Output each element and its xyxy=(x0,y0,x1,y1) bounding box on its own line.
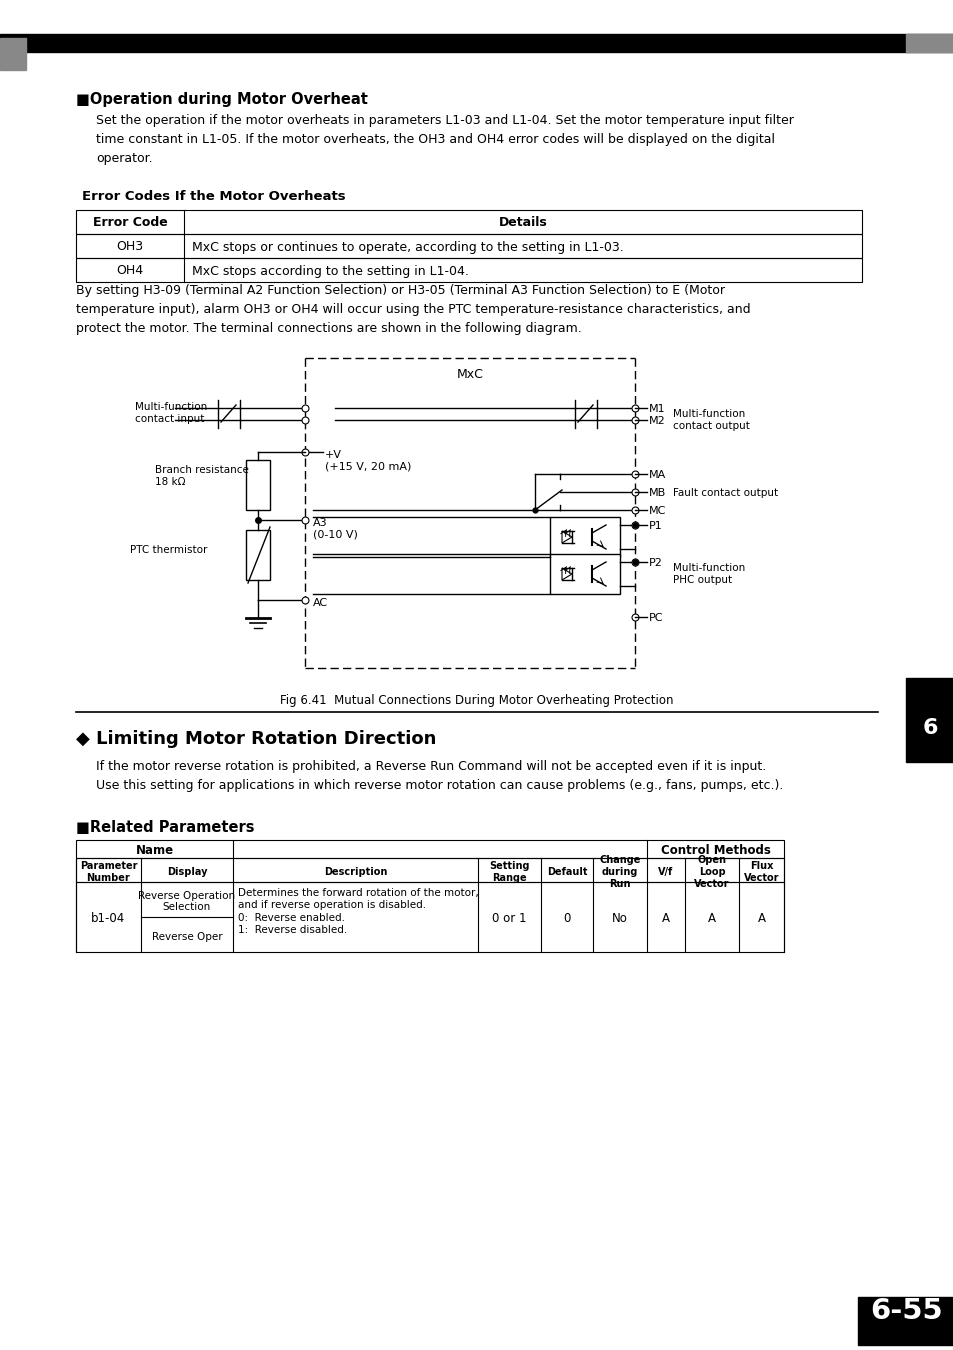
Text: M1: M1 xyxy=(648,404,665,414)
Text: Reverse Oper: Reverse Oper xyxy=(152,931,222,941)
Text: MB: MB xyxy=(648,487,665,498)
Text: V/f: V/f xyxy=(658,867,673,878)
Text: Determines the forward rotation of the motor,
and if reverse operation is disabl: Determines the forward rotation of the m… xyxy=(237,888,478,936)
Bar xyxy=(76,258,862,282)
Bar xyxy=(550,517,619,558)
Bar xyxy=(0,34,953,53)
Text: P2: P2 xyxy=(648,558,662,568)
Bar xyxy=(76,882,783,952)
Text: Change
during
Run: Change during Run xyxy=(598,856,640,888)
Text: 0: 0 xyxy=(562,913,570,926)
Bar xyxy=(550,554,619,594)
Text: Details: Details xyxy=(498,216,547,230)
Text: Machine Protection: Machine Protection xyxy=(788,38,895,49)
Text: PC: PC xyxy=(648,613,662,622)
Text: A: A xyxy=(757,913,764,926)
Bar xyxy=(0,38,26,70)
Text: Name: Name xyxy=(135,844,173,856)
Bar xyxy=(857,1297,953,1345)
Text: 6-55: 6-55 xyxy=(870,1297,943,1324)
Text: Set the operation if the motor overheats in parameters L1-03 and L1-04. Set the : Set the operation if the motor overheats… xyxy=(96,113,793,165)
Bar xyxy=(76,211,862,234)
Text: Control Methods: Control Methods xyxy=(659,844,770,856)
Bar xyxy=(905,34,953,53)
Text: A3
(0-10 V): A3 (0-10 V) xyxy=(313,518,357,540)
Bar xyxy=(246,531,270,580)
Text: Multi-function
PHC output: Multi-function PHC output xyxy=(672,563,744,585)
Text: By setting H3-09 (Terminal A2 Function Selection) or H3-05 (Terminal A3 Function: By setting H3-09 (Terminal A2 Function S… xyxy=(76,284,750,335)
Text: MxC: MxC xyxy=(456,367,483,381)
Text: MC: MC xyxy=(648,506,666,516)
Text: M2: M2 xyxy=(648,416,665,427)
Text: A: A xyxy=(707,913,716,926)
Text: PTC thermistor: PTC thermistor xyxy=(130,545,207,555)
Text: Multi-function
contact output: Multi-function contact output xyxy=(672,409,749,431)
Text: MA: MA xyxy=(648,470,665,481)
Text: Default: Default xyxy=(546,867,587,878)
Text: OH4: OH4 xyxy=(116,265,143,278)
Text: A: A xyxy=(661,913,669,926)
Text: Fault contact output: Fault contact output xyxy=(672,487,778,498)
Text: Reverse Operation
Selection: Reverse Operation Selection xyxy=(138,891,235,913)
Text: ■Operation during Motor Overheat: ■Operation during Motor Overheat xyxy=(76,92,368,107)
Text: If the motor reverse rotation is prohibited, a Reverse Run Command will not be a: If the motor reverse rotation is prohibi… xyxy=(96,760,782,792)
Text: Parameter
Number: Parameter Number xyxy=(80,861,137,883)
Bar xyxy=(905,678,953,761)
Text: Branch resistance
18 kΩ: Branch resistance 18 kΩ xyxy=(154,464,249,486)
Text: MxC stops or continues to operate, according to the setting in L1-03.: MxC stops or continues to operate, accor… xyxy=(192,240,623,254)
Text: Error Codes If the Motor Overheats: Error Codes If the Motor Overheats xyxy=(82,190,345,202)
Text: AC: AC xyxy=(313,598,328,608)
Text: Display: Display xyxy=(167,867,207,878)
Text: ◆ Limiting Motor Rotation Direction: ◆ Limiting Motor Rotation Direction xyxy=(76,730,436,748)
Text: 0 or 1: 0 or 1 xyxy=(492,913,526,926)
Text: Error Code: Error Code xyxy=(92,216,167,230)
Text: b1-04: b1-04 xyxy=(91,913,126,926)
Bar xyxy=(76,840,783,859)
Text: Description: Description xyxy=(323,867,387,878)
Text: Setting
Range: Setting Range xyxy=(489,861,529,883)
Bar xyxy=(76,234,862,258)
Text: MxC stops according to the setting in L1-04.: MxC stops according to the setting in L1… xyxy=(192,265,468,278)
Bar xyxy=(76,859,783,882)
Text: No: No xyxy=(612,913,627,926)
Text: P1: P1 xyxy=(648,521,662,531)
Text: 6: 6 xyxy=(922,718,937,738)
Bar xyxy=(246,460,270,510)
Text: Flux
Vector: Flux Vector xyxy=(743,861,779,883)
Text: Fig 6.41  Mutual Connections During Motor Overheating Protection: Fig 6.41 Mutual Connections During Motor… xyxy=(280,694,673,707)
Text: Multi-function
contact input: Multi-function contact input xyxy=(135,402,207,424)
Text: ■Related Parameters: ■Related Parameters xyxy=(76,819,254,836)
Text: +V
(+15 V, 20 mA): +V (+15 V, 20 mA) xyxy=(325,450,411,471)
Text: Open
Loop
Vector: Open Loop Vector xyxy=(694,856,729,888)
Text: OH3: OH3 xyxy=(116,240,143,254)
